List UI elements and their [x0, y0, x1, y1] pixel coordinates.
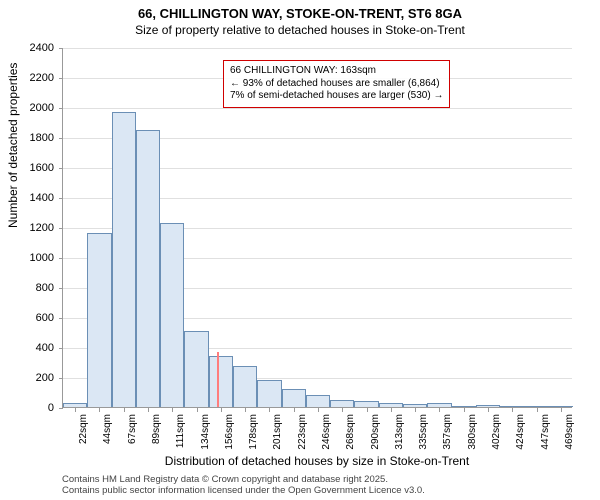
xtick-label: 246sqm — [321, 414, 332, 450]
ytick-mark — [59, 408, 63, 409]
annotation-line: ← 93% of detached houses are smaller (6,… — [230, 78, 443, 91]
xtick-label: 134sqm — [200, 414, 211, 450]
histogram-bar — [427, 403, 451, 408]
footer-line1: Contains HM Land Registry data © Crown c… — [62, 474, 425, 485]
ytick-mark — [59, 288, 63, 289]
property-marker-line — [217, 352, 219, 407]
chart-area: 66 CHILLINGTON WAY: 163sqm← 93% of detac… — [62, 48, 572, 408]
annotation-line: 7% of semi-detached houses are larger (5… — [230, 90, 443, 103]
ytick-mark — [59, 318, 63, 319]
ytick-mark — [59, 198, 63, 199]
xtick-label: 201sqm — [272, 414, 283, 450]
histogram-bar — [452, 406, 476, 408]
y-axis-label: Number of detached properties — [6, 63, 20, 228]
histogram-bar — [257, 380, 281, 407]
ytick-mark — [59, 228, 63, 229]
ytick-mark — [59, 348, 63, 349]
histogram-bar — [160, 223, 184, 408]
xtick-label: 469sqm — [564, 414, 575, 450]
histogram-bar — [330, 400, 354, 408]
footer-attribution: Contains HM Land Registry data © Crown c… — [62, 474, 425, 496]
chart-title-line2: Size of property relative to detached ho… — [0, 21, 600, 37]
ytick-mark — [59, 168, 63, 169]
xtick-label: 67sqm — [127, 414, 138, 444]
chart-title-line1: 66, CHILLINGTON WAY, STOKE-ON-TRENT, ST6… — [0, 0, 600, 21]
ytick-mark — [59, 258, 63, 259]
x-axis-ticks: 22sqm 44sqm 67sqm 89sqm 111sqm 134sqm 156sqm 17… — [62, 410, 572, 460]
ytick-mark — [59, 48, 63, 49]
histogram-bar — [500, 406, 524, 408]
histogram-bar — [476, 405, 500, 407]
xtick-label: 156sqm — [224, 414, 235, 450]
ytick-label: 2000 — [30, 102, 54, 114]
ytick-label: 2200 — [30, 72, 54, 84]
histogram-bar — [549, 406, 573, 407]
histogram-bar — [209, 356, 233, 407]
ytick-label: 800 — [36, 282, 54, 294]
annotation-line: 66 CHILLINGTON WAY: 163sqm — [230, 65, 443, 78]
ytick-label: 1600 — [30, 162, 54, 174]
xtick-label: 178sqm — [248, 414, 259, 450]
xtick-label: 402sqm — [491, 414, 502, 450]
ytick-label: 1800 — [30, 132, 54, 144]
ytick-label: 1000 — [30, 252, 54, 264]
ytick-label: 2400 — [30, 42, 54, 54]
xtick-label: 424sqm — [515, 414, 526, 450]
xtick-label: 44sqm — [102, 414, 113, 444]
footer-line2: Contains public sector information licen… — [62, 485, 425, 496]
ytick-mark — [59, 108, 63, 109]
annotation-box: 66 CHILLINGTON WAY: 163sqm← 93% of detac… — [223, 60, 450, 108]
xtick-label: 111sqm — [175, 414, 186, 448]
ytick-label: 400 — [36, 342, 54, 354]
xtick-label: 447sqm — [540, 414, 551, 450]
histogram-bar — [184, 331, 208, 408]
histogram-bar — [136, 130, 160, 408]
ytick-mark — [59, 138, 63, 139]
xtick-label: 313sqm — [394, 414, 405, 450]
xtick-label: 380sqm — [467, 414, 478, 450]
x-axis-label: Distribution of detached houses by size … — [62, 454, 572, 468]
xtick-label: 357sqm — [442, 414, 453, 450]
ytick-label: 1400 — [30, 192, 54, 204]
histogram-bar — [306, 395, 330, 407]
histogram-bar — [524, 406, 548, 407]
histogram-bar — [87, 233, 111, 407]
ytick-label: 0 — [48, 402, 54, 414]
ytick-label: 200 — [36, 372, 54, 384]
histogram-bar — [403, 404, 427, 407]
histogram-bar — [354, 401, 378, 407]
xtick-label: 290sqm — [370, 414, 381, 450]
xtick-label: 335sqm — [418, 414, 429, 450]
histogram-bar — [112, 112, 136, 408]
xtick-label: 223sqm — [297, 414, 308, 450]
ytick-mark — [59, 78, 63, 79]
xtick-label: 89sqm — [151, 414, 162, 444]
xtick-label: 268sqm — [345, 414, 356, 450]
histogram-bar — [63, 403, 87, 408]
xtick-label: 22sqm — [78, 414, 89, 444]
ytick-mark — [59, 378, 63, 379]
histogram-bar — [233, 366, 257, 407]
histogram-bar — [282, 389, 306, 407]
ytick-label: 1200 — [30, 222, 54, 234]
histogram-bar — [379, 403, 403, 408]
plot-area: 66 CHILLINGTON WAY: 163sqm← 93% of detac… — [62, 48, 572, 408]
ytick-label: 600 — [36, 312, 54, 324]
